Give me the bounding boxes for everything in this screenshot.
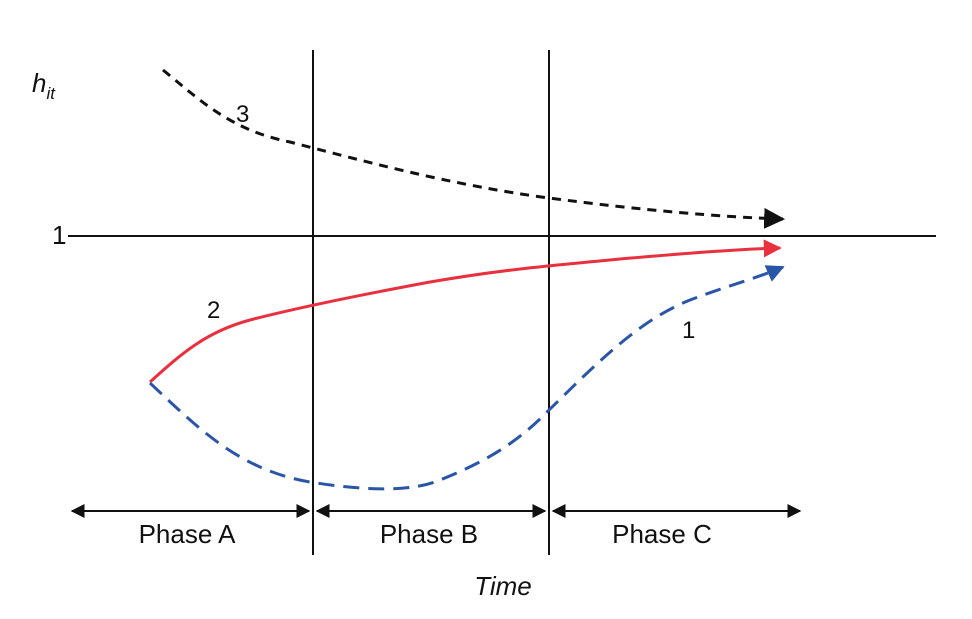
- reference-label: 1: [52, 220, 66, 250]
- curve-2-line: [148, 239, 782, 384]
- curve-2-label: 2: [207, 297, 220, 324]
- curve-1-label: 1: [682, 317, 695, 344]
- phase-b-label: Phase B: [380, 519, 478, 549]
- phase-c-label: Phase C: [612, 519, 712, 549]
- y-axis-label: hit: [32, 68, 56, 103]
- phase-a-label: Phase A: [139, 519, 237, 549]
- curve-3-label: 3: [236, 101, 249, 128]
- x-axis-label: Time: [474, 571, 532, 601]
- y-axis-label-main: h: [32, 68, 46, 98]
- y-axis-label-sub: it: [46, 84, 56, 103]
- curve-1-line: [148, 265, 785, 491]
- curve-3-line: [162, 68, 786, 229]
